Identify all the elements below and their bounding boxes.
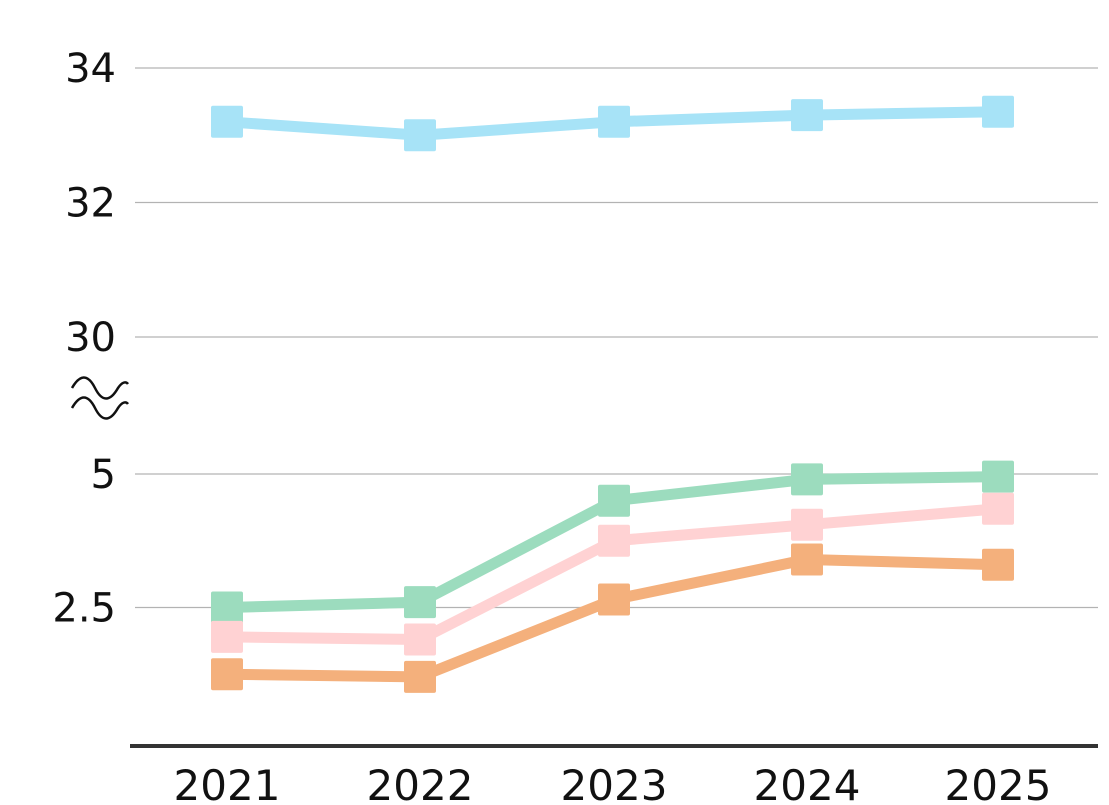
x-tick-label: 2023 bbox=[561, 761, 668, 805]
data-point bbox=[982, 548, 1014, 581]
x-tick-label: 2025 bbox=[945, 761, 1052, 805]
data-point bbox=[211, 105, 243, 138]
data-point bbox=[598, 583, 630, 616]
data-point bbox=[211, 620, 243, 653]
data-point bbox=[598, 524, 630, 557]
y-tick-label: 2.5 bbox=[52, 586, 116, 632]
series-3 bbox=[211, 492, 1014, 656]
x-tick-label: 2024 bbox=[754, 761, 861, 805]
data-point bbox=[982, 460, 1014, 493]
x-tick-labels: 2021 2022 2023 2024 2025 bbox=[174, 761, 1052, 805]
series-line bbox=[226, 553, 999, 683]
data-point bbox=[982, 492, 1014, 525]
x-tick-label: 2022 bbox=[367, 761, 474, 805]
data-point bbox=[211, 591, 243, 624]
y-tick-label: 32 bbox=[65, 181, 116, 227]
data-point bbox=[404, 119, 436, 152]
y-tick-label: 34 bbox=[65, 46, 116, 92]
data-point bbox=[982, 95, 1014, 128]
data-point bbox=[791, 463, 823, 496]
series-4 bbox=[211, 543, 1014, 693]
x-tick-label: 2021 bbox=[174, 761, 281, 805]
series-2 bbox=[211, 460, 1014, 624]
data-point bbox=[404, 623, 436, 656]
data-point bbox=[404, 586, 436, 619]
series-1 bbox=[211, 95, 1014, 152]
data-point bbox=[791, 99, 823, 132]
data-point bbox=[791, 543, 823, 576]
y-tick-label: 30 bbox=[65, 315, 116, 361]
data-point bbox=[791, 508, 823, 541]
series-group bbox=[211, 95, 1014, 693]
y-tick-label: 5 bbox=[91, 452, 116, 498]
y-tick-labels: 30 32 34 2.5 5 bbox=[52, 46, 116, 632]
axis-break-icon bbox=[70, 376, 130, 420]
data-point bbox=[598, 484, 630, 517]
data-point bbox=[211, 658, 243, 691]
data-point bbox=[598, 105, 630, 138]
data-point bbox=[404, 660, 436, 693]
